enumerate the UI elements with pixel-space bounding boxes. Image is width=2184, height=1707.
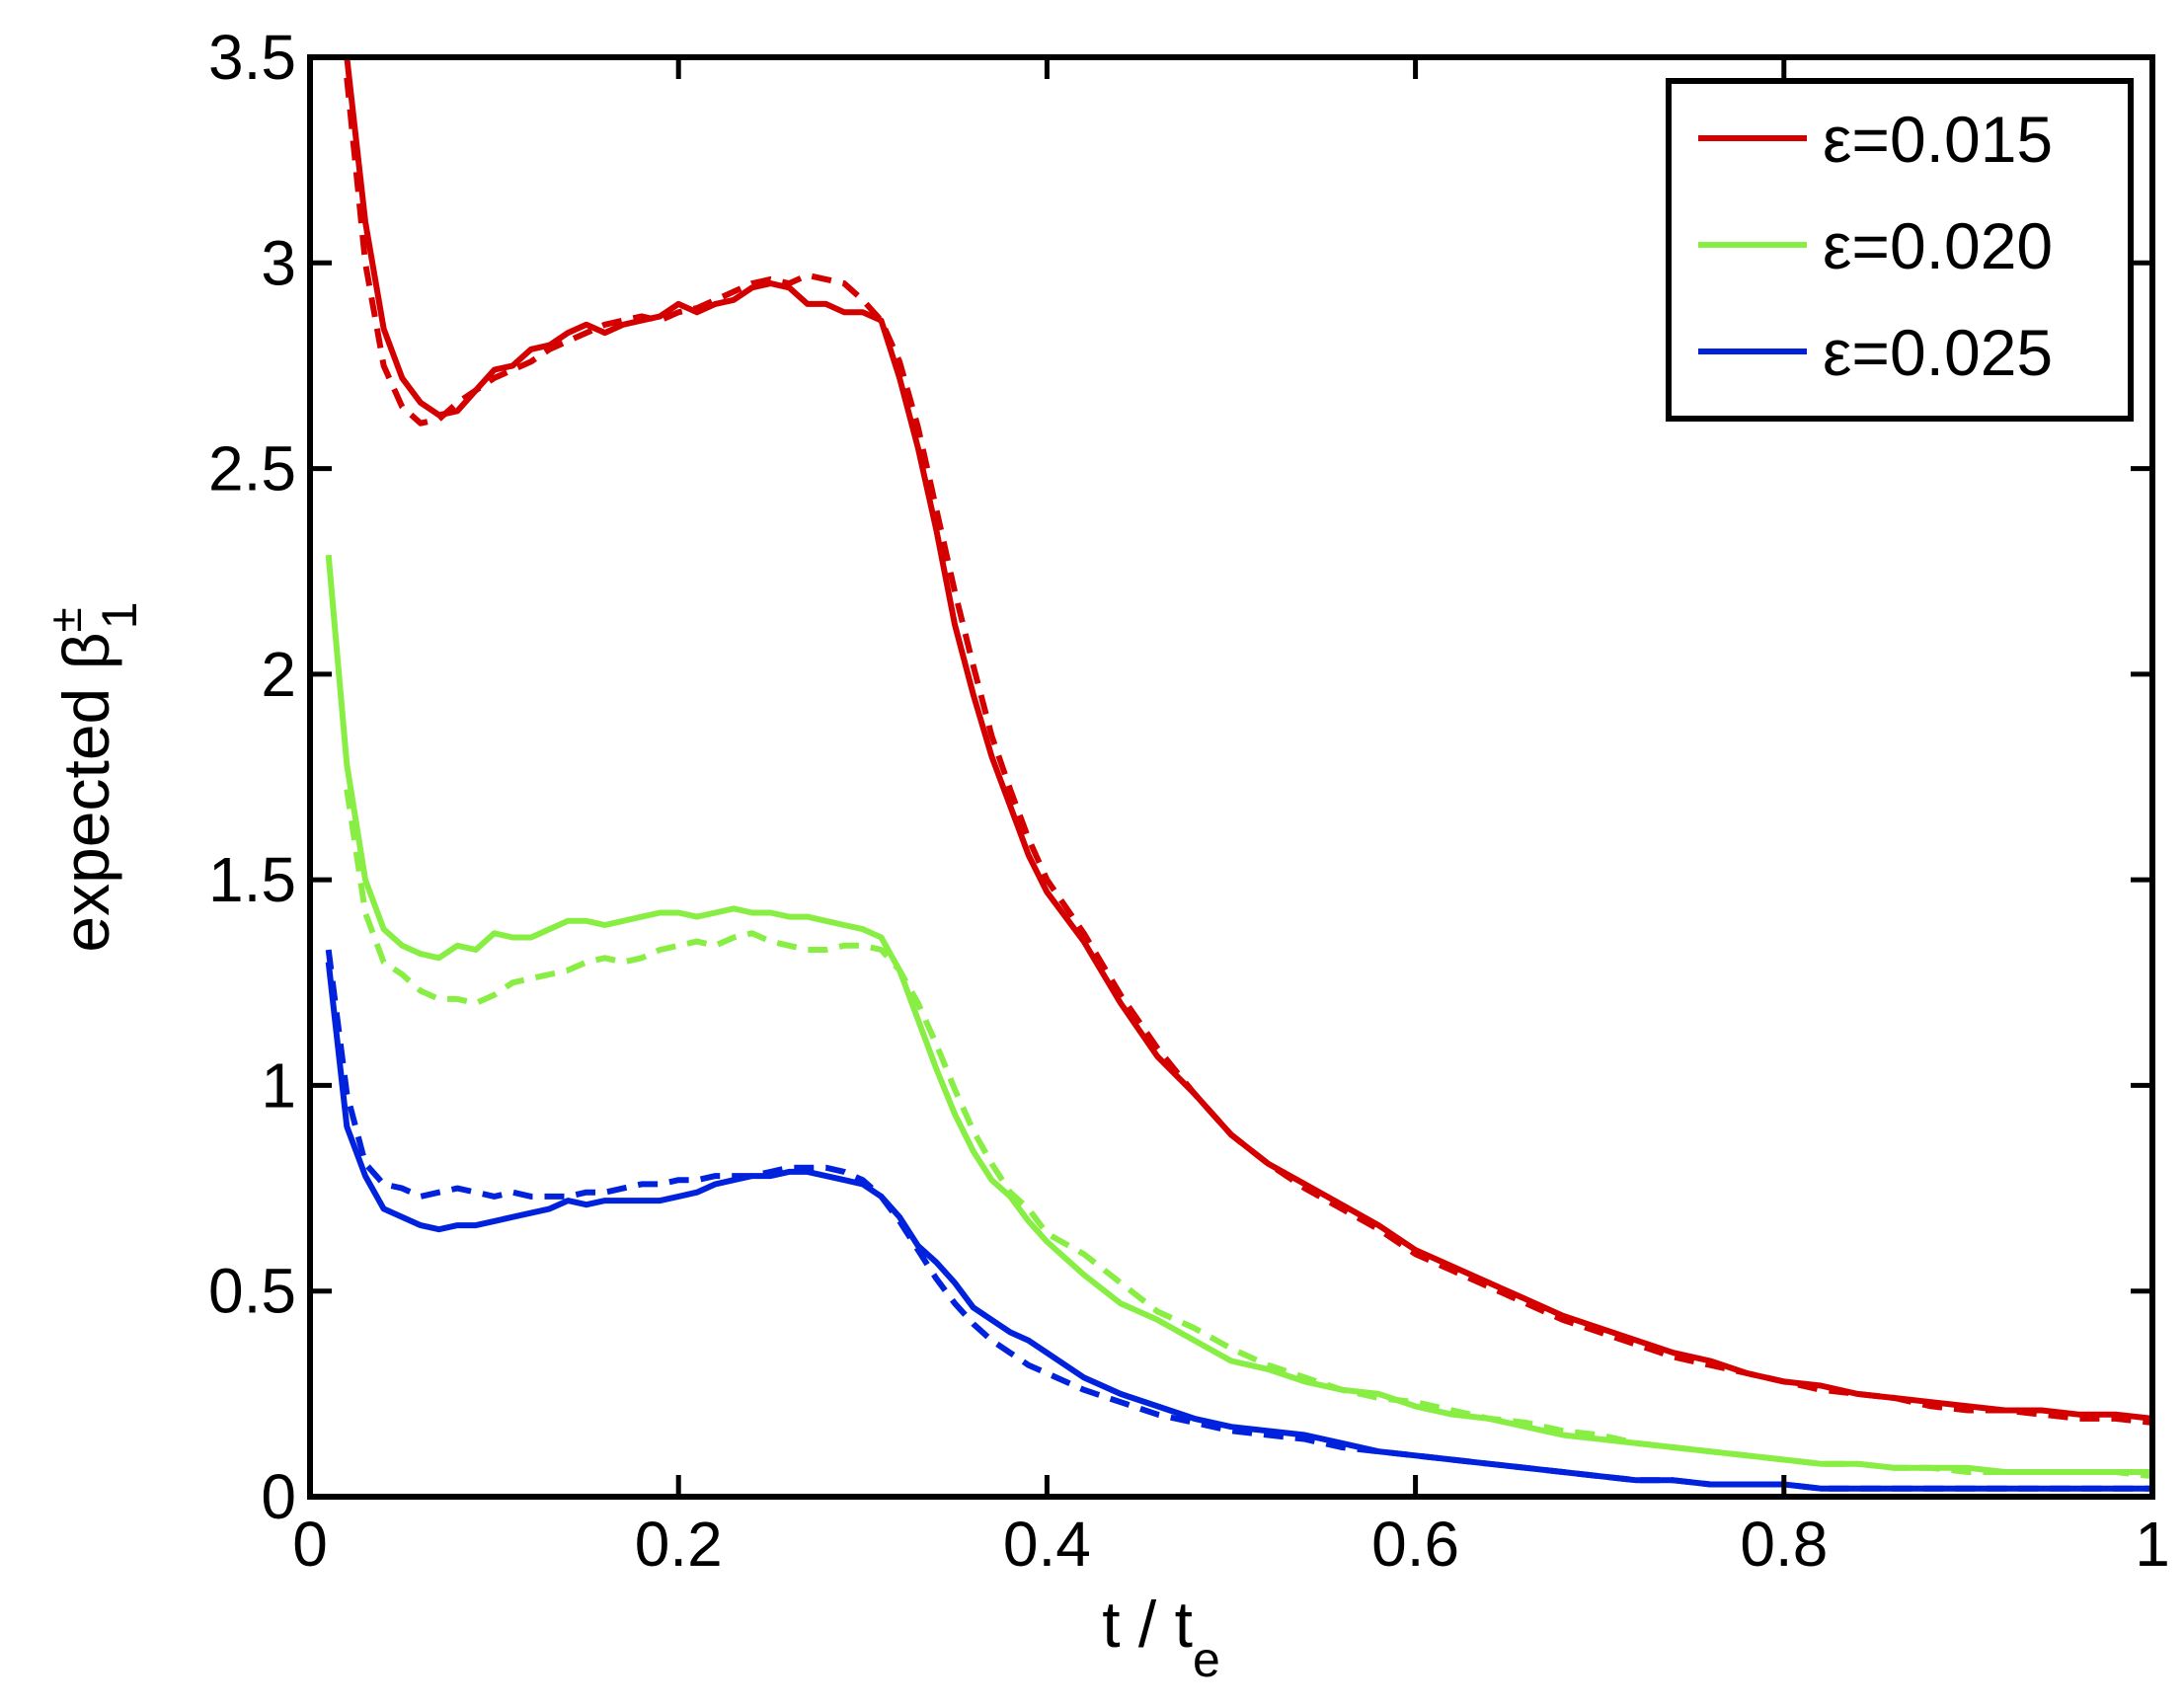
series-line bbox=[325, 554, 2152, 1475]
y-tick-label: 0 bbox=[261, 1461, 296, 1532]
x-tick-label: 0.4 bbox=[1003, 1509, 1091, 1580]
y-tick-label: 1 bbox=[261, 1049, 296, 1121]
series-4-solid bbox=[325, 962, 2152, 1492]
x-tick-label: 0.2 bbox=[635, 1509, 723, 1580]
series-1-dashed bbox=[344, 77, 2152, 1426]
y-tick-label: 0.5 bbox=[208, 1256, 296, 1327]
y-tick-label: 2 bbox=[261, 639, 296, 710]
y-tick-label: 3 bbox=[261, 227, 296, 298]
series-0-solid bbox=[344, 57, 2152, 1422]
legend: ε=0.015 ε=0.020 ε=0.025 bbox=[1666, 78, 2134, 422]
x-axis-label-subscript: e bbox=[1193, 1632, 1220, 1687]
series-line bbox=[325, 949, 2152, 1492]
x-tick-label: 0 bbox=[292, 1509, 328, 1580]
series-line bbox=[325, 962, 2152, 1492]
series-5-dashed bbox=[325, 949, 2152, 1492]
x-tick-label: 1 bbox=[2135, 1509, 2170, 1580]
legend-label: ε=0.015 bbox=[1823, 103, 2053, 176]
plot-frame bbox=[307, 54, 2155, 1500]
y-tick-label: 1.5 bbox=[208, 844, 296, 915]
series-line bbox=[344, 77, 2152, 1426]
tick-layer: 0 0.2 0.4 0.6 0.8 1 0 0.5 1 1.5 2 2.5 3 3.5 bbox=[208, 22, 2170, 1580]
x-axis-label: t / te bbox=[1102, 1588, 1220, 1687]
legend-label: ε=0.020 bbox=[1823, 209, 2053, 282]
series-line bbox=[344, 789, 2152, 1480]
series-layer bbox=[325, 57, 2152, 1492]
y-axis-label-subscript: 1 bbox=[92, 601, 147, 629]
x-tick-label: 0.8 bbox=[1740, 1509, 1828, 1580]
y-axis-label-superscript: ± bbox=[39, 607, 91, 632]
y-tick-label: 3.5 bbox=[208, 22, 296, 93]
x-tick-label: 0.6 bbox=[1371, 1509, 1459, 1580]
series-line bbox=[344, 57, 2152, 1422]
y-tick-label: 2.5 bbox=[208, 433, 296, 504]
series-3-dashed bbox=[344, 789, 2152, 1480]
legend-label: ε=0.025 bbox=[1823, 316, 2053, 389]
series-2-solid bbox=[325, 554, 2152, 1475]
y-axis-label: expected β±1 bbox=[39, 601, 147, 952]
